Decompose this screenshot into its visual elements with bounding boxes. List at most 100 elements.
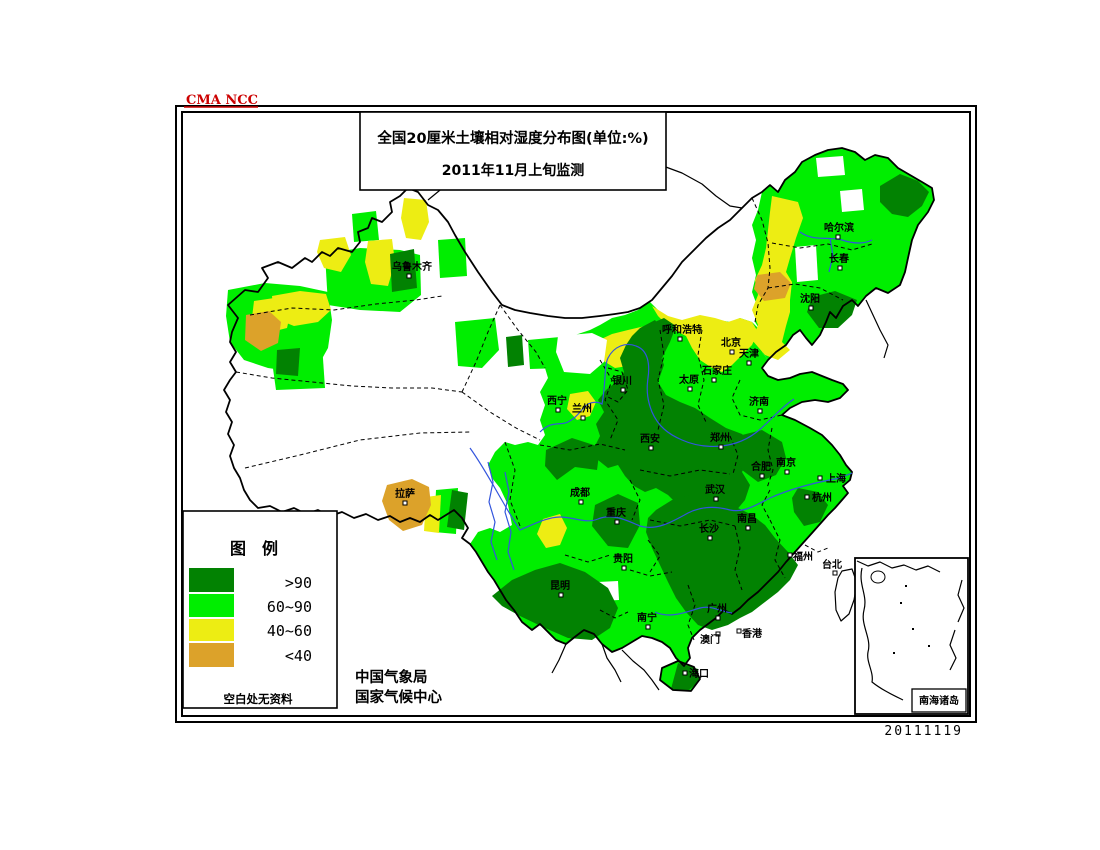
city-marker: [759, 473, 765, 479]
city-marker: [580, 415, 586, 421]
legend-swatch-60-90: [189, 594, 234, 617]
city-label: 澳门: [700, 633, 720, 646]
city-label: 武汉: [705, 483, 726, 496]
city-label: 杭州: [812, 491, 832, 504]
city-marker: [614, 519, 620, 525]
city-marker: [787, 552, 793, 558]
legend-swatch-lt40: [189, 643, 234, 667]
city-label: 西宁: [547, 394, 567, 407]
taiwan-outline: [834, 568, 858, 622]
city-label: 郑州: [710, 431, 730, 444]
hainan-outline: [659, 660, 701, 692]
rivers: [469, 231, 873, 616]
city-label: 重庆: [606, 506, 626, 519]
inset-label: 南海诸岛: [919, 694, 959, 707]
city-label: 广州: [707, 602, 727, 615]
city-label: 长沙: [699, 522, 719, 535]
province-borders: [235, 197, 873, 641]
city-marker: [555, 407, 561, 413]
org-line1: 中国气象局: [355, 668, 428, 686]
city-label: 南京: [776, 456, 796, 469]
city-label: 海口: [689, 667, 709, 680]
city-marker: [804, 494, 810, 500]
city-marker: [707, 535, 713, 541]
city-marker: [406, 273, 412, 279]
china-boundary: [223, 147, 935, 667]
city-label: 济南: [749, 395, 769, 408]
city-label: 天津: [739, 347, 759, 360]
city-marker: [784, 469, 790, 475]
city-marker: [729, 349, 735, 355]
city-marker: [713, 496, 719, 502]
legend-label-lt40: <40: [285, 647, 312, 665]
city-label: 西安: [640, 432, 660, 445]
city-marker: [718, 444, 724, 450]
korea-outline: [865, 299, 889, 359]
inset-hainan: [870, 570, 886, 584]
city-marker: [808, 305, 814, 311]
city-label: 昆明: [550, 580, 570, 592]
legend: 图 例 >90 60~90 40~60 <40 空白处无资料: [182, 510, 338, 709]
city-marker: [757, 408, 763, 414]
city-marker: [645, 624, 651, 630]
cma-ncc-watermark: CMA NCC: [186, 93, 258, 108]
city-label: 合肥: [750, 460, 771, 473]
city-label: 沈阳: [800, 292, 820, 305]
city-label: 香港: [742, 627, 763, 640]
legend-swatch-gt90: [189, 568, 234, 592]
city-marker: [677, 336, 683, 342]
city-marker: [745, 525, 751, 531]
pearl-river: [654, 606, 733, 616]
inset-label-box: [911, 688, 967, 713]
city-marker: [837, 265, 843, 271]
date-stamp: 20111119: [884, 724, 963, 739]
legend-label-gt90: >90: [285, 574, 312, 592]
inset-box: [854, 557, 969, 715]
city-marker: [817, 475, 823, 481]
city-marker: [682, 670, 688, 676]
city-marker: [402, 500, 408, 506]
legend-title: 图 例: [230, 539, 278, 558]
map-title: 全国20厘米土壤相对湿度分布图(单位:%): [376, 129, 648, 147]
city-label: 拉萨: [395, 487, 415, 500]
city-label: 福州: [792, 550, 813, 563]
city-marker: [715, 631, 721, 637]
title-box: [359, 111, 667, 191]
legend-note: 空白处无资料: [224, 692, 293, 706]
region-orange-lt40: [245, 272, 791, 531]
city-label: 上海: [826, 472, 846, 485]
city-label: 南宁: [637, 611, 657, 624]
city-label: 长春: [829, 252, 849, 265]
yangtze-river: [469, 447, 841, 531]
city-label: 呼和浩特: [662, 323, 702, 336]
city-marker: [648, 445, 654, 451]
city-marker: [578, 499, 584, 505]
songhua-river: [799, 231, 873, 273]
city-marker: [558, 592, 564, 598]
south-china-sea-inset: 南海诸岛: [854, 557, 969, 715]
city-marker: [715, 615, 721, 621]
city-marker: [832, 570, 838, 576]
vietnam-lines: [551, 643, 660, 691]
yellow-river: [539, 343, 795, 447]
frame-outer: [175, 105, 977, 723]
city-label: 台北: [822, 558, 842, 571]
legend-swatch-40-60: [189, 619, 234, 641]
city-label: 乌鲁木齐: [392, 260, 433, 273]
city-label: 南昌: [737, 512, 757, 525]
city-label: 兰州: [572, 402, 592, 415]
city-marker: [620, 387, 626, 393]
city-marker: [711, 377, 717, 383]
city-label: 石家庄: [701, 364, 732, 377]
city-marker: [621, 565, 627, 571]
city-marker: [687, 386, 693, 392]
map-subtitle: 2011年11月上旬监测: [442, 162, 584, 179]
city-label: 贵阳: [613, 552, 633, 565]
legend-label-60-90: 60~90: [267, 598, 312, 616]
legend-label-40-60: 40~60: [267, 622, 312, 640]
city-label: 成都: [570, 486, 590, 499]
city-label: 北京: [721, 336, 741, 349]
